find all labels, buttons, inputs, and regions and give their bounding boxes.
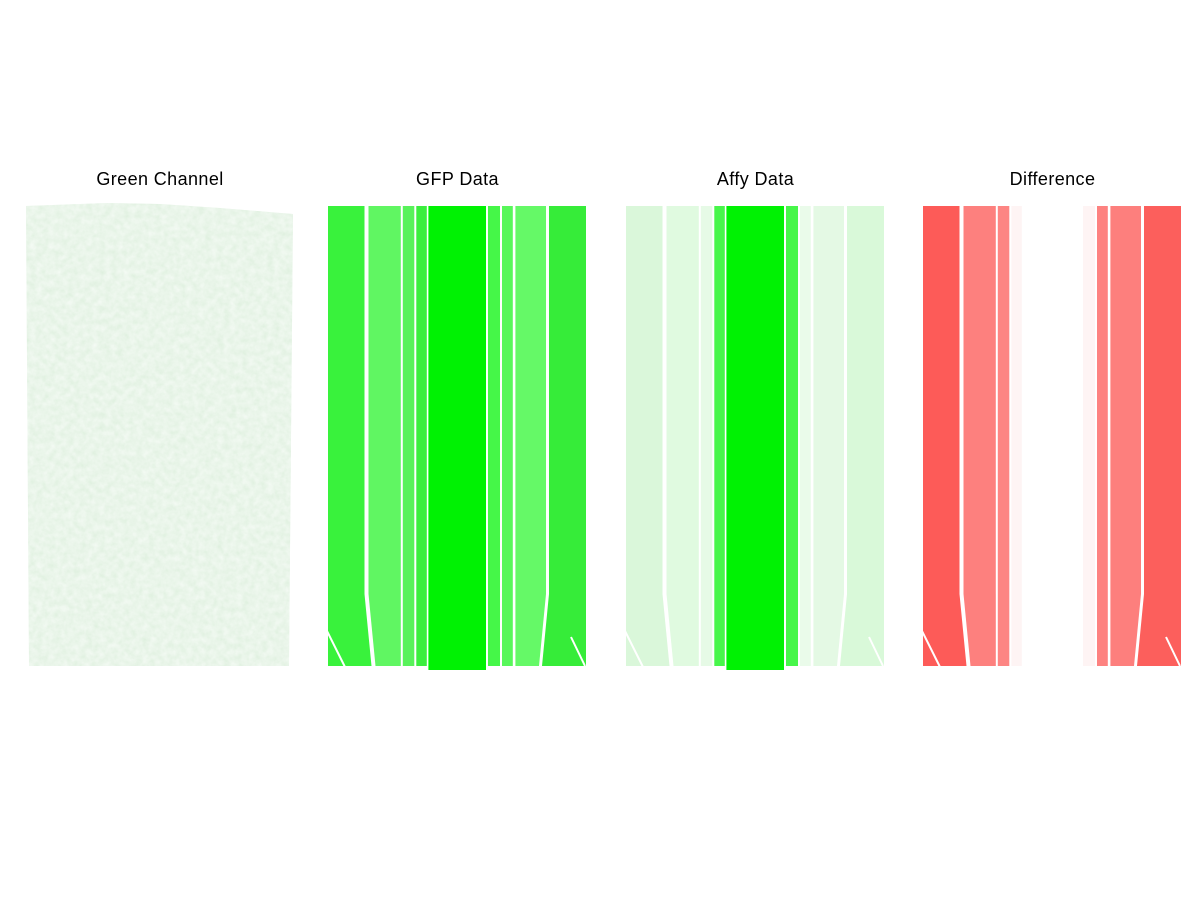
- panel-difference-stripes: [923, 206, 1181, 670]
- stripe-col-9: [1137, 206, 1181, 666]
- stripe-col-4: [1011, 206, 1022, 666]
- stripe-col-2: [368, 206, 401, 666]
- stripe-col-5: [1023, 206, 1081, 670]
- panel-title-green-channel: Green Channel: [96, 169, 224, 189]
- stripe-col-6: [488, 206, 500, 666]
- panel-affy-data-stripes: [626, 206, 884, 670]
- crack-left-icon: [328, 630, 346, 668]
- crack-right-icon: [1165, 636, 1181, 667]
- stripe-col-7: [800, 206, 811, 666]
- panel-title-affy-data: Affy Data: [716, 169, 795, 189]
- crack-right-icon: [868, 636, 884, 667]
- stripe-col-1: [626, 206, 670, 666]
- stripe-col-5: [428, 206, 486, 670]
- stripe-col-1: [923, 206, 967, 666]
- stripe-col-2: [963, 206, 996, 666]
- panel-title-difference: Difference: [1009, 169, 1096, 189]
- stripe-col-7: [502, 206, 513, 666]
- crack-left-icon: [626, 630, 644, 668]
- panel-gfp-data-stripes: [328, 206, 586, 670]
- crack-right-icon: [570, 636, 586, 667]
- stripe-col-7: [1097, 206, 1108, 666]
- stripe-col-2: [666, 206, 699, 666]
- stripe-col-6: [786, 206, 798, 666]
- stripe-col-8: [515, 206, 546, 666]
- stripe-col-8: [813, 206, 844, 666]
- stripe-col-6: [1083, 206, 1095, 666]
- stripe-col-3: [700, 206, 713, 666]
- scan-noise-texture: [26, 203, 293, 666]
- stripe-col-9: [542, 206, 586, 666]
- stripe-col-1: [328, 206, 372, 666]
- stripe-col-9: [840, 206, 884, 666]
- stripe-col-8: [1110, 206, 1141, 666]
- stripe-col-3: [997, 206, 1010, 666]
- crack-left-icon: [923, 630, 941, 668]
- panel-title-gfp-data: GFP Data: [416, 169, 499, 189]
- panel-green-channel-image: [26, 203, 293, 666]
- stripe-col-4: [714, 206, 725, 666]
- stripe-col-3: [402, 206, 415, 666]
- stripe-col-5: [726, 206, 784, 670]
- stripe-col-4: [416, 206, 427, 666]
